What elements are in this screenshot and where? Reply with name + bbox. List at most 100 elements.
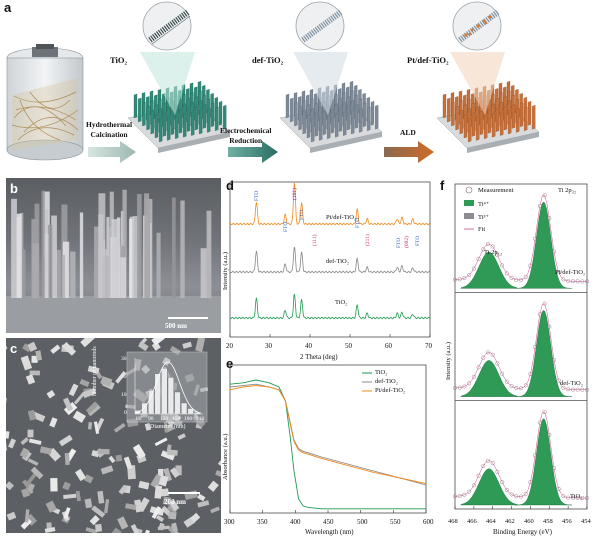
- xps-measurement-point: [486, 350, 491, 355]
- nanorod-top: [115, 371, 127, 384]
- xps-legend-measurement: Measurement: [478, 187, 514, 194]
- xps-measurement-point: [467, 272, 472, 277]
- nanorod-top: [168, 525, 177, 533]
- nanorod: [120, 257, 127, 298]
- nanorod-top: [45, 500, 57, 513]
- nanorod-top: [197, 493, 206, 502]
- xps-measurement-point: [514, 494, 519, 499]
- xps-xtick-0: 468: [448, 518, 458, 525]
- nanorod-top: [195, 338, 206, 352]
- nanorod: [133, 93, 138, 119]
- xps-measurement-point: [462, 276, 467, 281]
- xps-measurement-point: [537, 420, 542, 425]
- nanorod: [503, 105, 508, 131]
- nanorod: [511, 104, 516, 129]
- nanorod: [154, 113, 159, 139]
- nanorod: [32, 243, 39, 298]
- xps-frame: [454, 183, 588, 510]
- xps-peak-label-2p12: Ti 2p₁₂: [484, 249, 503, 256]
- xps-measurement-point: [547, 432, 552, 437]
- nanorod: [178, 108, 183, 134]
- nanorod-top: [138, 480, 150, 490]
- xps-measurement-point: [486, 458, 491, 463]
- panel-a-letter: a: [4, 0, 12, 15]
- nanowire-strands: [11, 91, 79, 141]
- nanorod-top: [27, 483, 35, 492]
- xps-subplot-label-1: def-TiO₂: [560, 380, 583, 387]
- xps-xtick-2: 464: [486, 518, 496, 525]
- xps-measurement-point: [500, 371, 505, 376]
- nanorod-top: [20, 487, 31, 498]
- nanorod-top: [162, 496, 172, 506]
- nanorod-top: [118, 484, 128, 495]
- inset-xtick-0: 60: [136, 416, 142, 422]
- xps-measurement-point: [495, 469, 500, 474]
- nanorod: [476, 116, 480, 141]
- uv-legend-0: TiO₂: [375, 369, 388, 376]
- nanorod-top: [22, 343, 32, 353]
- nanorod-top: [25, 374, 36, 385]
- nanorod-top: [72, 410, 86, 423]
- xrd-xtick-2: 40: [305, 342, 312, 350]
- xrd-series-label-tio2: TiO₂: [335, 299, 348, 306]
- nanorod: [455, 105, 459, 131]
- xrd-series-label-def: def-TiO₂: [326, 258, 349, 265]
- xps-measurement-point: [504, 488, 509, 493]
- uv-xtick-5: 550: [390, 518, 401, 526]
- xps-measurement-point: [504, 379, 509, 384]
- nanorod-top: [80, 338, 95, 348]
- nanorod-top: [85, 401, 99, 414]
- uvvis-chart: [229, 364, 427, 514]
- uv-ylabel: Absorbance (a.u.): [222, 433, 229, 480]
- xps-chart: [453, 183, 589, 510]
- nanorod: [290, 97, 294, 123]
- xps-measurement-point: [481, 463, 486, 468]
- substrate-edge: [158, 132, 230, 153]
- nanorod: [138, 97, 142, 123]
- nanorod: [146, 105, 150, 131]
- substrate-layer: [6, 296, 221, 333]
- nanorod: [11, 198, 17, 298]
- nanorod: [524, 106, 528, 132]
- nanorod: [302, 109, 306, 135]
- xps-measurement-point: [556, 270, 561, 275]
- nanorod-top: [210, 506, 220, 514]
- xps-xtick-7: 454: [581, 518, 591, 525]
- arrow-label-electrochemical: Electrochemical Reduction: [220, 126, 272, 145]
- nanorod: [468, 117, 472, 143]
- uv-xtick-4: 500: [357, 518, 368, 526]
- nanorod: [162, 112, 167, 137]
- inset-ytick-2: 20: [121, 374, 127, 380]
- legend-ti4-swatch: [464, 200, 474, 206]
- xps-measurement-point: [504, 271, 509, 276]
- xps-fit-line: [454, 303, 588, 391]
- nanorod: [70, 251, 76, 298]
- nanorod: [44, 234, 49, 298]
- xps-measurement-point: [570, 495, 575, 500]
- xrd-series-label-pt: Pt/def-TiO₂: [326, 214, 357, 221]
- nanorod-top: [62, 397, 74, 412]
- zoom-circle-tio2: [140, 1, 195, 115]
- pt-def-tio2-product-label: Pt/def-TiO₂: [407, 55, 449, 65]
- nanorod: [175, 114, 179, 140]
- xps-measurement-point: [528, 263, 533, 268]
- xps-ti4-peak: [515, 418, 572, 506]
- nanorod: [56, 249, 61, 298]
- arrow-ald: [384, 141, 434, 163]
- panel-e-letter: e: [226, 356, 234, 371]
- nanorod: [122, 189, 127, 298]
- nanorod-top: [20, 437, 29, 445]
- xps-measurement-point: [523, 383, 528, 388]
- nanorod-top: [6, 481, 14, 491]
- nanorod: [314, 112, 319, 137]
- nanorod: [492, 112, 496, 138]
- nanorod: [156, 232, 161, 298]
- nanorod-top: [6, 511, 17, 521]
- nanorod: [335, 112, 339, 138]
- xps-measurement-point: [575, 279, 580, 284]
- nanorod: [62, 241, 70, 298]
- xrd-annotation-5: FTO: [355, 217, 361, 228]
- nanorod: [116, 217, 121, 298]
- nanorod-top: [87, 421, 93, 430]
- pt-def-tio2-array: [436, 80, 540, 153]
